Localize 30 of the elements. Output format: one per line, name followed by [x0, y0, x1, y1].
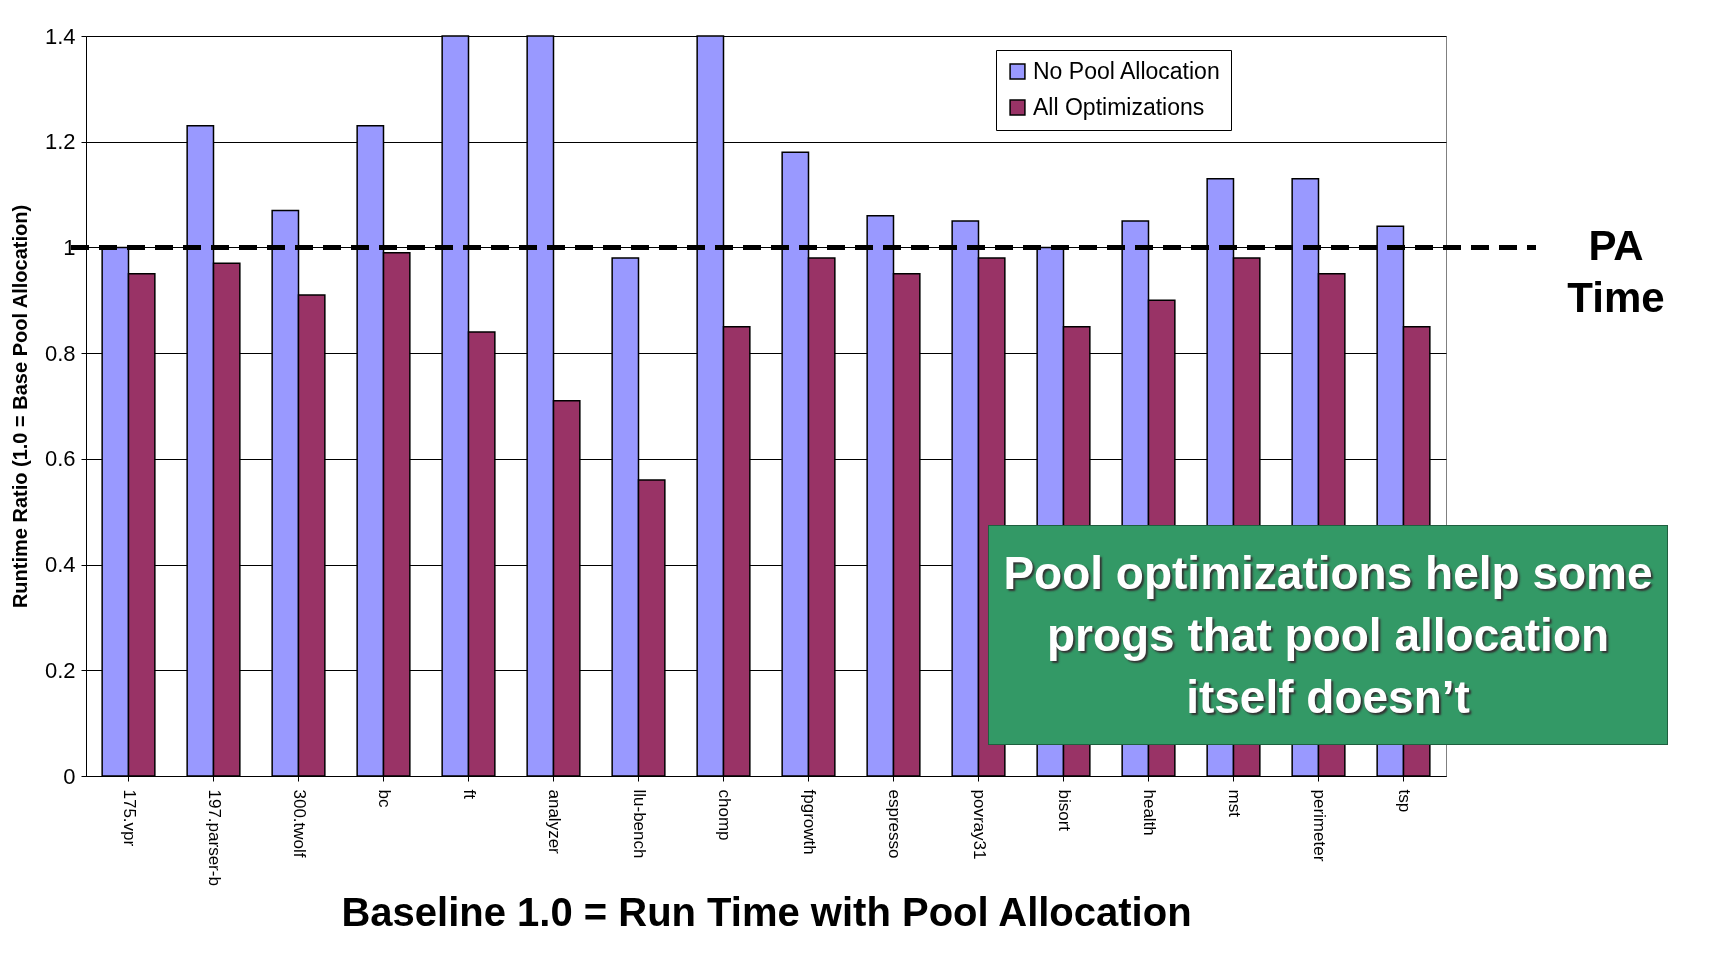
x-tick-label: 197.parser-b — [204, 789, 224, 886]
x-tick-label: bisort — [1054, 789, 1074, 832]
x-tick-label: ft — [459, 789, 479, 800]
y-tick-label: 1 — [63, 234, 76, 260]
legend-label: No Pool Allocation — [1033, 57, 1220, 84]
y-axis-title: Runtime Ratio (1.0 = Base Pool Allocation) — [8, 204, 31, 609]
x-tick-label: espresso — [884, 789, 904, 859]
x-axis-title: Baseline 1.0 = Run Time with Pool Allocation — [341, 889, 1192, 934]
y-tick-label: 0.6 — [44, 446, 76, 472]
annotation: Pool optimizations help some progs that pool allocation itself doesn’t — [988, 525, 1668, 745]
ref-line-label: PA Time — [1567, 222, 1665, 322]
x-tick-label: fpgrowth — [799, 789, 819, 855]
x-tick-label: chomp — [714, 789, 734, 841]
x-tick-label: bc — [374, 789, 394, 808]
x-tick-label: health — [1139, 789, 1159, 836]
y-tick-label: 0.8 — [44, 340, 76, 366]
x-tick-label: perimeter — [1309, 789, 1329, 862]
y-tick-label: 1.4 — [44, 23, 76, 49]
legend-label: All Optimizations — [1033, 93, 1205, 120]
y-tick-label: 0.4 — [44, 552, 76, 578]
x-tick-label: 175.vpr — [119, 789, 139, 847]
x-tick-label: tsp — [1394, 789, 1414, 813]
x-tick-label: povray31 — [969, 789, 989, 860]
x-tick-label: mst — [1224, 789, 1244, 818]
y-tick-label: 1.2 — [44, 129, 76, 155]
y-tick-label: 0.2 — [44, 657, 76, 683]
y-tick-label: 0 — [63, 763, 76, 789]
x-tick-label: analyzer — [544, 789, 564, 855]
x-tick-label: 300.twolf — [289, 789, 309, 858]
x-tick-label: llu-bench — [629, 789, 649, 859]
